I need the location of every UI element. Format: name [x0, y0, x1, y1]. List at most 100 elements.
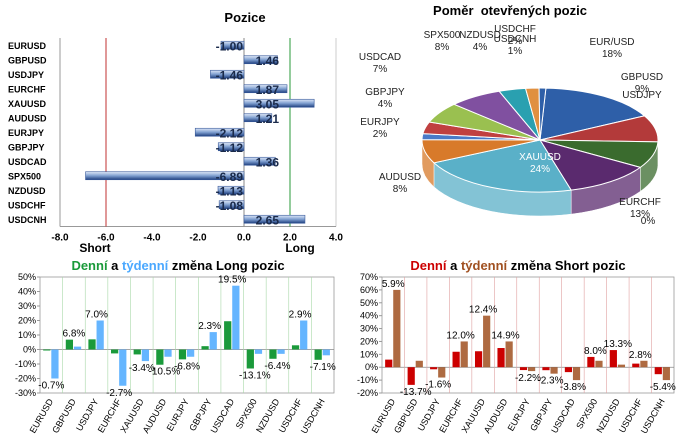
- x-tick-label: 0.0: [237, 233, 251, 244]
- value-label: 1.46: [256, 54, 280, 68]
- x-tick-label: -2.0: [189, 233, 207, 244]
- category-label: AUDUSD: [8, 113, 47, 123]
- data-label: -2.2%: [515, 373, 541, 384]
- short-annotation: Short: [79, 241, 110, 255]
- position-bar: [210, 69, 245, 79]
- daily-bar: [43, 349, 51, 351]
- value-label: -1.08: [216, 199, 244, 213]
- y-tick-label: -20%: [15, 374, 36, 384]
- value-label: 2.65: [256, 213, 280, 227]
- long-change-chart: Denní a týdenní změna Long pozic 50% 40% 3…: [15, 258, 336, 435]
- daily-bar: [519, 367, 528, 371]
- pie-slice-label: EURCHF: [619, 197, 661, 208]
- value-label: 3.05: [256, 97, 280, 111]
- y-tick-label: 40%: [18, 287, 36, 297]
- long-change-title: Denní a týdenní změna Long pozic: [71, 258, 284, 273]
- daily-bar: [609, 350, 617, 368]
- data-label: -2.7%: [106, 388, 132, 399]
- category-label: EURCHF: [8, 84, 46, 94]
- daily-bar: [497, 348, 505, 368]
- weekly-bar: [505, 341, 513, 368]
- pie-slice-pct: 18%: [602, 49, 622, 60]
- data-label: -10.5%: [149, 367, 181, 378]
- positions-chart: Pozice EURUSD GBPUSD USDJPY EURCHF XAUUSD AUD…: [8, 10, 343, 255]
- pie-slices: [421, 87, 659, 217]
- pie-slice-pct: 4%: [378, 99, 393, 110]
- weekly-bar: [572, 367, 581, 381]
- y-tick-label: 50%: [360, 298, 378, 308]
- pie-slice-label: USDCHF: [494, 24, 536, 35]
- y-tick-label: 70%: [360, 272, 378, 282]
- pie-title: Poměr otevřených pozic: [433, 3, 587, 18]
- category-label: NZDUSD: [8, 186, 46, 196]
- data-label: 14.9%: [491, 330, 519, 341]
- weekly-bar: [438, 367, 446, 378]
- category-label: SPX500: [8, 171, 41, 181]
- daily-bar: [385, 359, 393, 368]
- pie-slice-label: NZDUSD: [459, 30, 501, 41]
- pie-slice-pct: 8%: [435, 42, 450, 53]
- position-bar: [217, 185, 245, 195]
- weekly-bar: [617, 364, 626, 368]
- position-bar: [217, 142, 245, 152]
- pie-slice-label: USDCAD: [359, 52, 401, 63]
- daily-bar: [430, 367, 438, 370]
- daily-bar: [224, 321, 232, 350]
- value-label: -1.13: [216, 184, 244, 198]
- category-label: USDCAD: [8, 157, 47, 167]
- value-label: 1.36: [256, 155, 280, 169]
- plot-area: [39, 276, 335, 394]
- positions-bars: [85, 40, 315, 224]
- y-tick-label: 40%: [360, 311, 378, 321]
- y-tick-label: 20%: [360, 336, 378, 346]
- daily-bar: [474, 351, 483, 368]
- positions-value-labels: -1.00 1.46 -1.46 1.873.051.21 -2.12-1.12 1.36…: [216, 39, 280, 227]
- daily-bar: [111, 349, 119, 354]
- pie-extra-label: 0%: [641, 216, 656, 227]
- weekly-bar: [51, 349, 59, 379]
- y-tick-label: 30%: [360, 324, 378, 334]
- category-label: SPX500: [234, 397, 259, 431]
- y-tick-label: 50%: [18, 272, 36, 282]
- short-title-weekly: týdenní: [461, 258, 508, 273]
- daily-bar: [201, 346, 209, 350]
- value-label: 1.87: [256, 83, 280, 97]
- pie-slice: [432, 139, 572, 193]
- data-label: 13.3%: [604, 339, 632, 350]
- y-tick-label: 0%: [365, 362, 378, 372]
- short-change-chart: Denní a týdenní změna Short pozic 70% 60%…: [357, 258, 676, 435]
- weekly-bar: [415, 360, 423, 368]
- data-label: 19.5%: [218, 275, 246, 286]
- y-tick-label: -30%: [15, 388, 36, 398]
- short-change-plot: 70%60%50%40%30%20%10%0%-10%-20%5.9%EURUS…: [357, 272, 676, 435]
- pie-slice-label: EUR/USD: [589, 37, 634, 48]
- x-tick-label: -4.0: [143, 233, 161, 244]
- data-label: -1.6%: [425, 380, 451, 391]
- weekly-bar: [550, 367, 558, 374]
- category-label: EURJPY: [8, 128, 44, 138]
- data-label: 5.9%: [382, 279, 405, 290]
- y-tick-label: 10%: [360, 349, 378, 359]
- y-tick-label: -20%: [357, 388, 378, 398]
- value-label: -1.00: [216, 39, 244, 53]
- position-bar: [220, 40, 245, 50]
- plot-area: [381, 276, 675, 394]
- category-label: USDCNH: [8, 215, 47, 225]
- weekly-bar: [322, 349, 330, 356]
- data-label: 6.8%: [63, 329, 86, 340]
- daily-bar: [452, 351, 460, 368]
- pie-slice-label: SPX500: [424, 30, 461, 41]
- position-bar: [243, 84, 288, 94]
- pie-slice-label: GBPJPY: [365, 87, 405, 98]
- pie-slice-pct: 4%: [473, 42, 488, 53]
- pie-slice-label: USDCNH: [494, 34, 537, 45]
- positions-x-ticks: -8.0 -6.0 -4.0 -2.0 0.0 2.0 4.0: [51, 233, 343, 244]
- data-label: -13.7%: [400, 387, 432, 398]
- category-label: USDJPY: [8, 70, 44, 80]
- daily-bar: [564, 367, 573, 373]
- data-label: -0.7%: [38, 381, 64, 392]
- category-label: XAUUSD: [8, 99, 47, 109]
- daily-bar: [133, 349, 141, 355]
- y-tick-label: 0%: [23, 345, 36, 355]
- position-bar: [243, 55, 278, 65]
